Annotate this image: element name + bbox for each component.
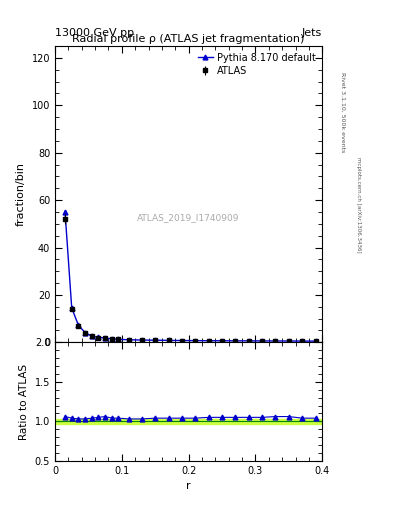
Pythia 8.170 default [96, 334, 101, 340]
Pythia 8.170 default [83, 330, 88, 336]
Pythia 8.170 default [116, 336, 121, 343]
Pythia 8.170 default [69, 305, 74, 311]
Pythia 8.170 default [180, 337, 184, 344]
Pythia 8.170 default [300, 338, 305, 344]
Pythia 8.170 default [206, 337, 211, 344]
Legend: Pythia 8.170 default, ATLAS: Pythia 8.170 default, ATLAS [196, 51, 318, 78]
Pythia 8.170 default [166, 337, 171, 344]
Pythia 8.170 default [103, 335, 108, 341]
Pythia 8.170 default [63, 209, 68, 215]
Pythia 8.170 default [90, 333, 94, 339]
Text: mcplots.cern.ch [arXiv:1306.3436]: mcplots.cern.ch [arXiv:1306.3436] [356, 157, 361, 252]
Title: Radial profile ρ (ATLAS jet fragmentation): Radial profile ρ (ATLAS jet fragmentatio… [72, 34, 305, 44]
Pythia 8.170 default [126, 337, 131, 343]
X-axis label: r: r [186, 481, 191, 491]
Pythia 8.170 default [286, 338, 291, 344]
Line: Pythia 8.170 default: Pythia 8.170 default [62, 209, 318, 344]
Pythia 8.170 default [233, 338, 238, 344]
Pythia 8.170 default [246, 338, 251, 344]
Y-axis label: fraction/bin: fraction/bin [16, 162, 26, 226]
Text: 13000 GeV pp: 13000 GeV pp [55, 28, 134, 38]
Text: ATLAS_2019_I1740909: ATLAS_2019_I1740909 [138, 214, 240, 222]
Pythia 8.170 default [260, 338, 264, 344]
Pythia 8.170 default [273, 338, 278, 344]
Text: Jets: Jets [302, 28, 322, 38]
Pythia 8.170 default [140, 337, 144, 343]
Pythia 8.170 default [76, 322, 81, 328]
Text: Rivet 3.1.10, 500k events: Rivet 3.1.10, 500k events [340, 73, 345, 153]
Y-axis label: Ratio to ATLAS: Ratio to ATLAS [19, 364, 29, 440]
Pythia 8.170 default [193, 337, 198, 344]
Pythia 8.170 default [220, 338, 224, 344]
Pythia 8.170 default [109, 336, 114, 342]
Pythia 8.170 default [153, 337, 158, 343]
Pythia 8.170 default [313, 338, 318, 344]
